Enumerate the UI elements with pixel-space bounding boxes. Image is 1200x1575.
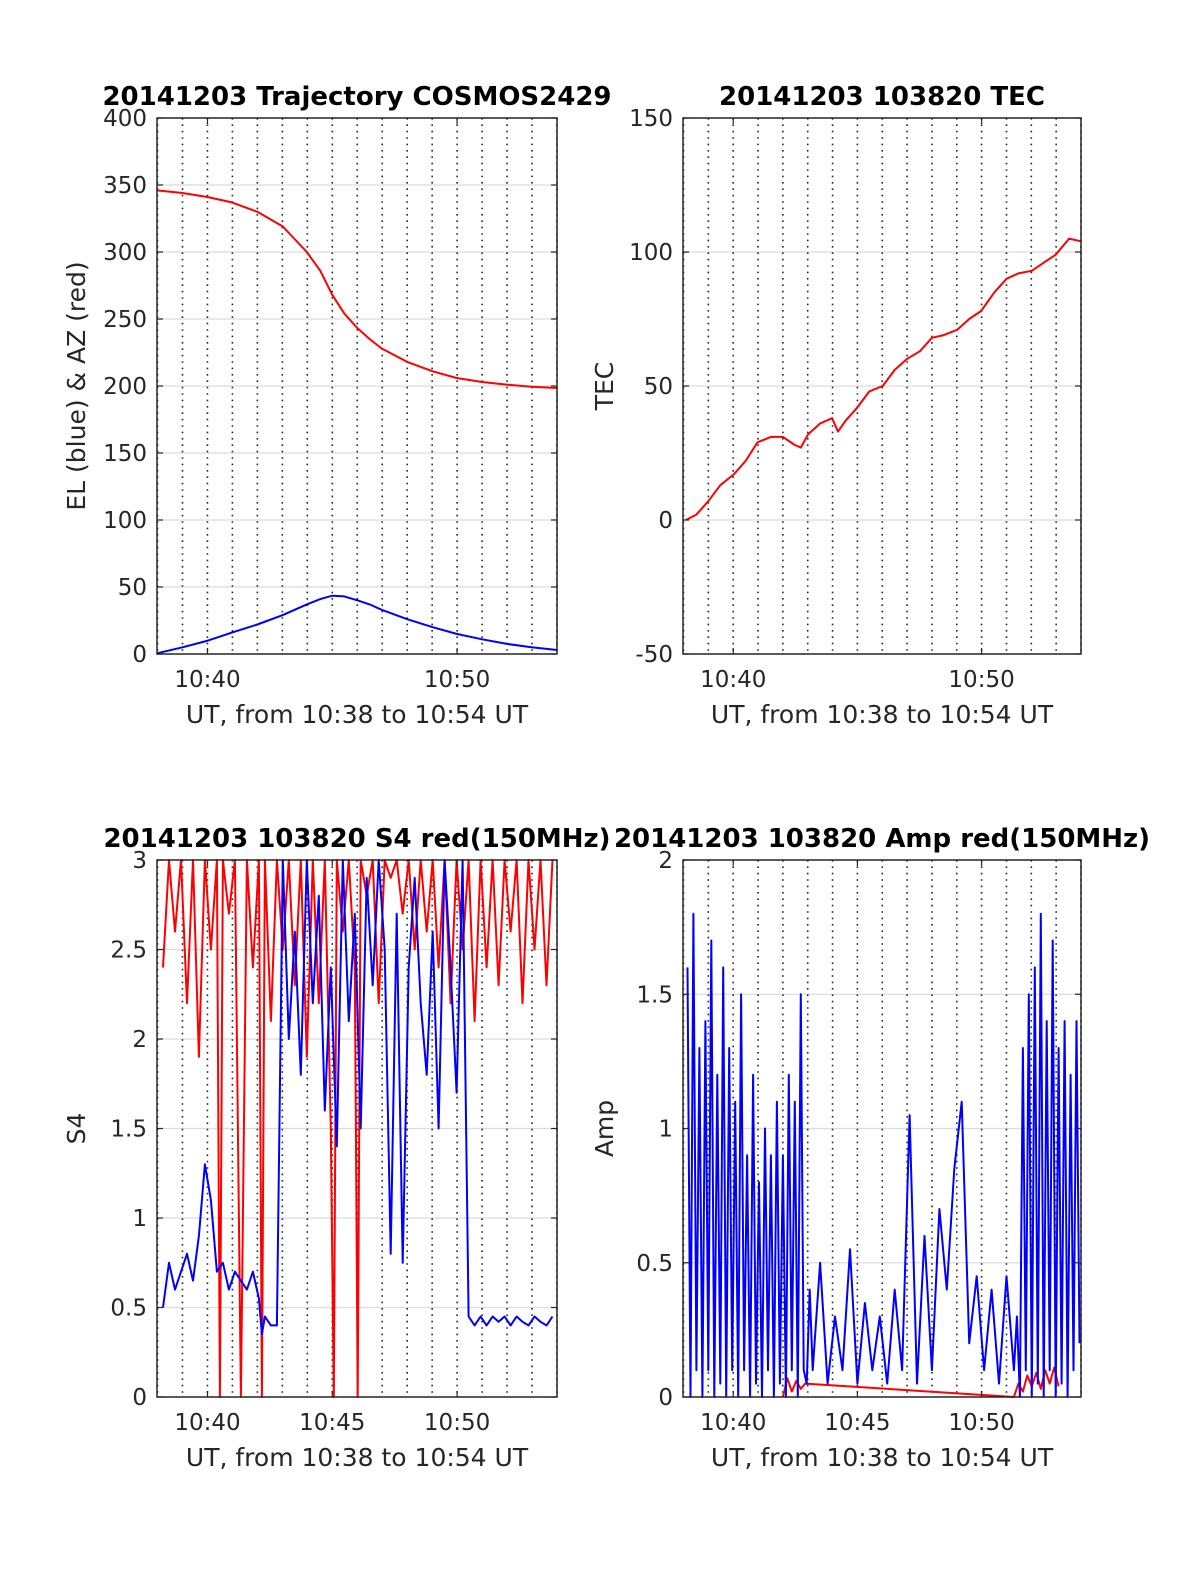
chart-title: 20141203 103820 TEC — [719, 82, 1045, 112]
y-tick-label: 100 — [629, 240, 673, 266]
y-tick-label: 350 — [103, 173, 147, 199]
x-tick-label: 10:40 — [174, 667, 240, 693]
series-line-1 — [685, 237, 1082, 521]
y-tick-label: 50 — [644, 374, 673, 400]
x-tick-label: 10:45 — [824, 1410, 890, 1436]
y-tick-label: 0.5 — [110, 1296, 147, 1322]
y-tick-label: -50 — [635, 642, 673, 668]
x-tick-label: 10:50 — [424, 1410, 490, 1436]
chart-title: 20141203 103820 Amp red(150MHz) — [614, 824, 1150, 854]
x-tick-label: 10:45 — [299, 1410, 365, 1436]
y-axis-label: Amp — [590, 1100, 619, 1157]
y-tick-label: 300 — [103, 240, 147, 266]
y-tick-label: 400 — [103, 106, 147, 132]
series-line-1 — [162, 859, 554, 1398]
chart-2: -50 0 50 100 150 10:40 10:50 20141203 103820 TE… — [590, 82, 1082, 729]
chart-title: 20141203 Trajectory COSMOS2429 — [102, 82, 611, 112]
x-tick-label: 10:50 — [948, 1410, 1014, 1436]
chart-4: 0 0.5 1 1.5 2 10:40 10:45 10:50 20141203 103820 … — [590, 824, 1150, 1472]
x-axis-label: UT, from 10:38 to 10:54 UT — [711, 700, 1054, 729]
y-tick-label: 0 — [658, 1385, 673, 1411]
x-axis-label: UT, from 10:38 to 10:54 UT — [711, 1443, 1054, 1472]
y-tick-label: 2.5 — [110, 938, 147, 964]
y-tick-label: 0 — [658, 508, 673, 534]
y-tick-label: 200 — [103, 374, 147, 400]
series-line-1 — [156, 189, 558, 389]
x-tick-label: 10:50 — [424, 667, 490, 693]
x-tick-label: 10:40 — [700, 1410, 766, 1436]
y-tick-label: 0.5 — [636, 1251, 673, 1277]
y-tick-label: 3 — [132, 848, 147, 874]
y-tick-label: 2 — [132, 1027, 147, 1053]
series-line-1 — [781, 1366, 1060, 1398]
chart-3: 0 0.5 1 1.5 2 2.5 3 10:40 10:45 10:50 20141203 103… — [62, 824, 611, 1472]
y-tick-label: 1.5 — [636, 982, 673, 1008]
y-tick-label: 0 — [132, 1385, 147, 1411]
x-axis-label: UT, from 10:38 to 10:54 UT — [186, 1443, 529, 1472]
y-axis-label: S4 — [62, 1113, 91, 1145]
x-tick-label: 10:50 — [948, 667, 1014, 693]
chart-1: 0 50 100 150 200 250 300 350 400 10:40 10:50 201412… — [62, 82, 612, 729]
y-axis-label: TEC — [590, 362, 619, 412]
y-tick-label: 1 — [658, 1117, 673, 1143]
y-axis-label: EL (blue) & AZ (red) — [62, 261, 91, 510]
series-line-2 — [162, 859, 554, 1336]
y-tick-label: 0 — [132, 642, 147, 668]
y-tick-label: 50 — [118, 575, 147, 601]
chart-title: 20141203 103820 S4 red(150MHz) — [103, 824, 610, 854]
x-tick-label: 10:40 — [700, 667, 766, 693]
y-tick-label: 150 — [629, 106, 673, 132]
y-tick-label: 250 — [103, 307, 147, 333]
x-tick-label: 10:40 — [174, 1410, 240, 1436]
y-tick-label: 150 — [103, 441, 147, 467]
y-tick-label: 1.5 — [110, 1117, 147, 1143]
x-axis-label: UT, from 10:38 to 10:54 UT — [186, 700, 529, 729]
y-tick-label: 100 — [103, 508, 147, 534]
y-tick-label: 2 — [658, 848, 673, 874]
series-line-2 — [686, 912, 1081, 1398]
series-line-2 — [156, 594, 558, 655]
y-tick-label: 1 — [132, 1206, 147, 1232]
